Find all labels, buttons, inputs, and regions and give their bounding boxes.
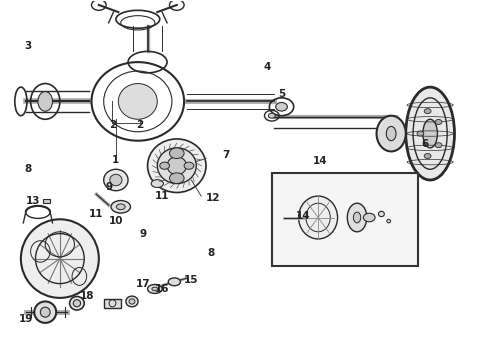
Ellipse shape bbox=[70, 296, 84, 310]
Ellipse shape bbox=[376, 116, 406, 152]
Ellipse shape bbox=[157, 148, 196, 184]
Ellipse shape bbox=[423, 119, 438, 148]
Text: 11: 11 bbox=[89, 209, 104, 219]
Text: 12: 12 bbox=[206, 193, 220, 203]
Text: 16: 16 bbox=[155, 284, 170, 294]
Text: 19: 19 bbox=[19, 314, 33, 324]
Circle shape bbox=[435, 120, 442, 125]
Ellipse shape bbox=[73, 300, 80, 307]
Bar bbox=[104, 299, 121, 308]
Text: 14: 14 bbox=[296, 211, 311, 221]
Ellipse shape bbox=[347, 203, 367, 232]
Text: 2: 2 bbox=[109, 120, 116, 130]
Ellipse shape bbox=[104, 169, 128, 191]
Text: 4: 4 bbox=[263, 63, 270, 72]
Ellipse shape bbox=[34, 301, 56, 323]
Circle shape bbox=[269, 113, 275, 118]
Ellipse shape bbox=[129, 299, 135, 304]
Ellipse shape bbox=[147, 139, 206, 193]
Ellipse shape bbox=[386, 126, 396, 141]
Ellipse shape bbox=[110, 174, 122, 186]
Text: 15: 15 bbox=[184, 275, 198, 285]
Text: 10: 10 bbox=[109, 216, 123, 226]
Ellipse shape bbox=[152, 287, 158, 291]
Text: 11: 11 bbox=[155, 191, 170, 201]
Circle shape bbox=[435, 143, 442, 148]
Circle shape bbox=[417, 131, 424, 136]
Text: 8: 8 bbox=[24, 164, 32, 174]
Text: 14: 14 bbox=[313, 156, 328, 166]
Circle shape bbox=[170, 173, 184, 184]
Ellipse shape bbox=[168, 278, 180, 286]
Ellipse shape bbox=[387, 219, 391, 223]
Text: 5: 5 bbox=[278, 89, 285, 99]
Text: 9: 9 bbox=[139, 229, 146, 239]
Bar bbox=[272, 173, 418, 266]
Circle shape bbox=[170, 148, 184, 158]
Ellipse shape bbox=[298, 196, 338, 239]
Ellipse shape bbox=[151, 180, 163, 188]
Ellipse shape bbox=[40, 307, 50, 317]
Circle shape bbox=[276, 103, 288, 111]
Ellipse shape bbox=[167, 157, 187, 175]
Ellipse shape bbox=[378, 211, 384, 217]
Bar bbox=[43, 199, 50, 203]
Ellipse shape bbox=[406, 87, 455, 180]
Circle shape bbox=[424, 109, 431, 114]
Text: 9: 9 bbox=[106, 182, 113, 192]
Text: 7: 7 bbox=[222, 150, 229, 160]
Ellipse shape bbox=[116, 204, 125, 210]
Circle shape bbox=[184, 162, 194, 169]
Ellipse shape bbox=[38, 91, 52, 111]
Ellipse shape bbox=[118, 84, 157, 119]
Text: 18: 18 bbox=[79, 291, 94, 301]
Text: 8: 8 bbox=[207, 248, 215, 258]
Text: 2: 2 bbox=[137, 120, 144, 130]
Text: 6: 6 bbox=[422, 139, 429, 149]
Text: 3: 3 bbox=[24, 41, 32, 51]
Ellipse shape bbox=[147, 284, 162, 293]
Text: 1: 1 bbox=[112, 156, 120, 165]
Circle shape bbox=[424, 153, 431, 158]
Ellipse shape bbox=[111, 201, 130, 213]
Circle shape bbox=[364, 213, 375, 222]
Ellipse shape bbox=[21, 219, 99, 298]
Ellipse shape bbox=[126, 296, 138, 307]
Ellipse shape bbox=[353, 212, 361, 223]
Text: 17: 17 bbox=[135, 279, 150, 289]
Text: 13: 13 bbox=[26, 197, 40, 206]
Circle shape bbox=[160, 162, 170, 169]
